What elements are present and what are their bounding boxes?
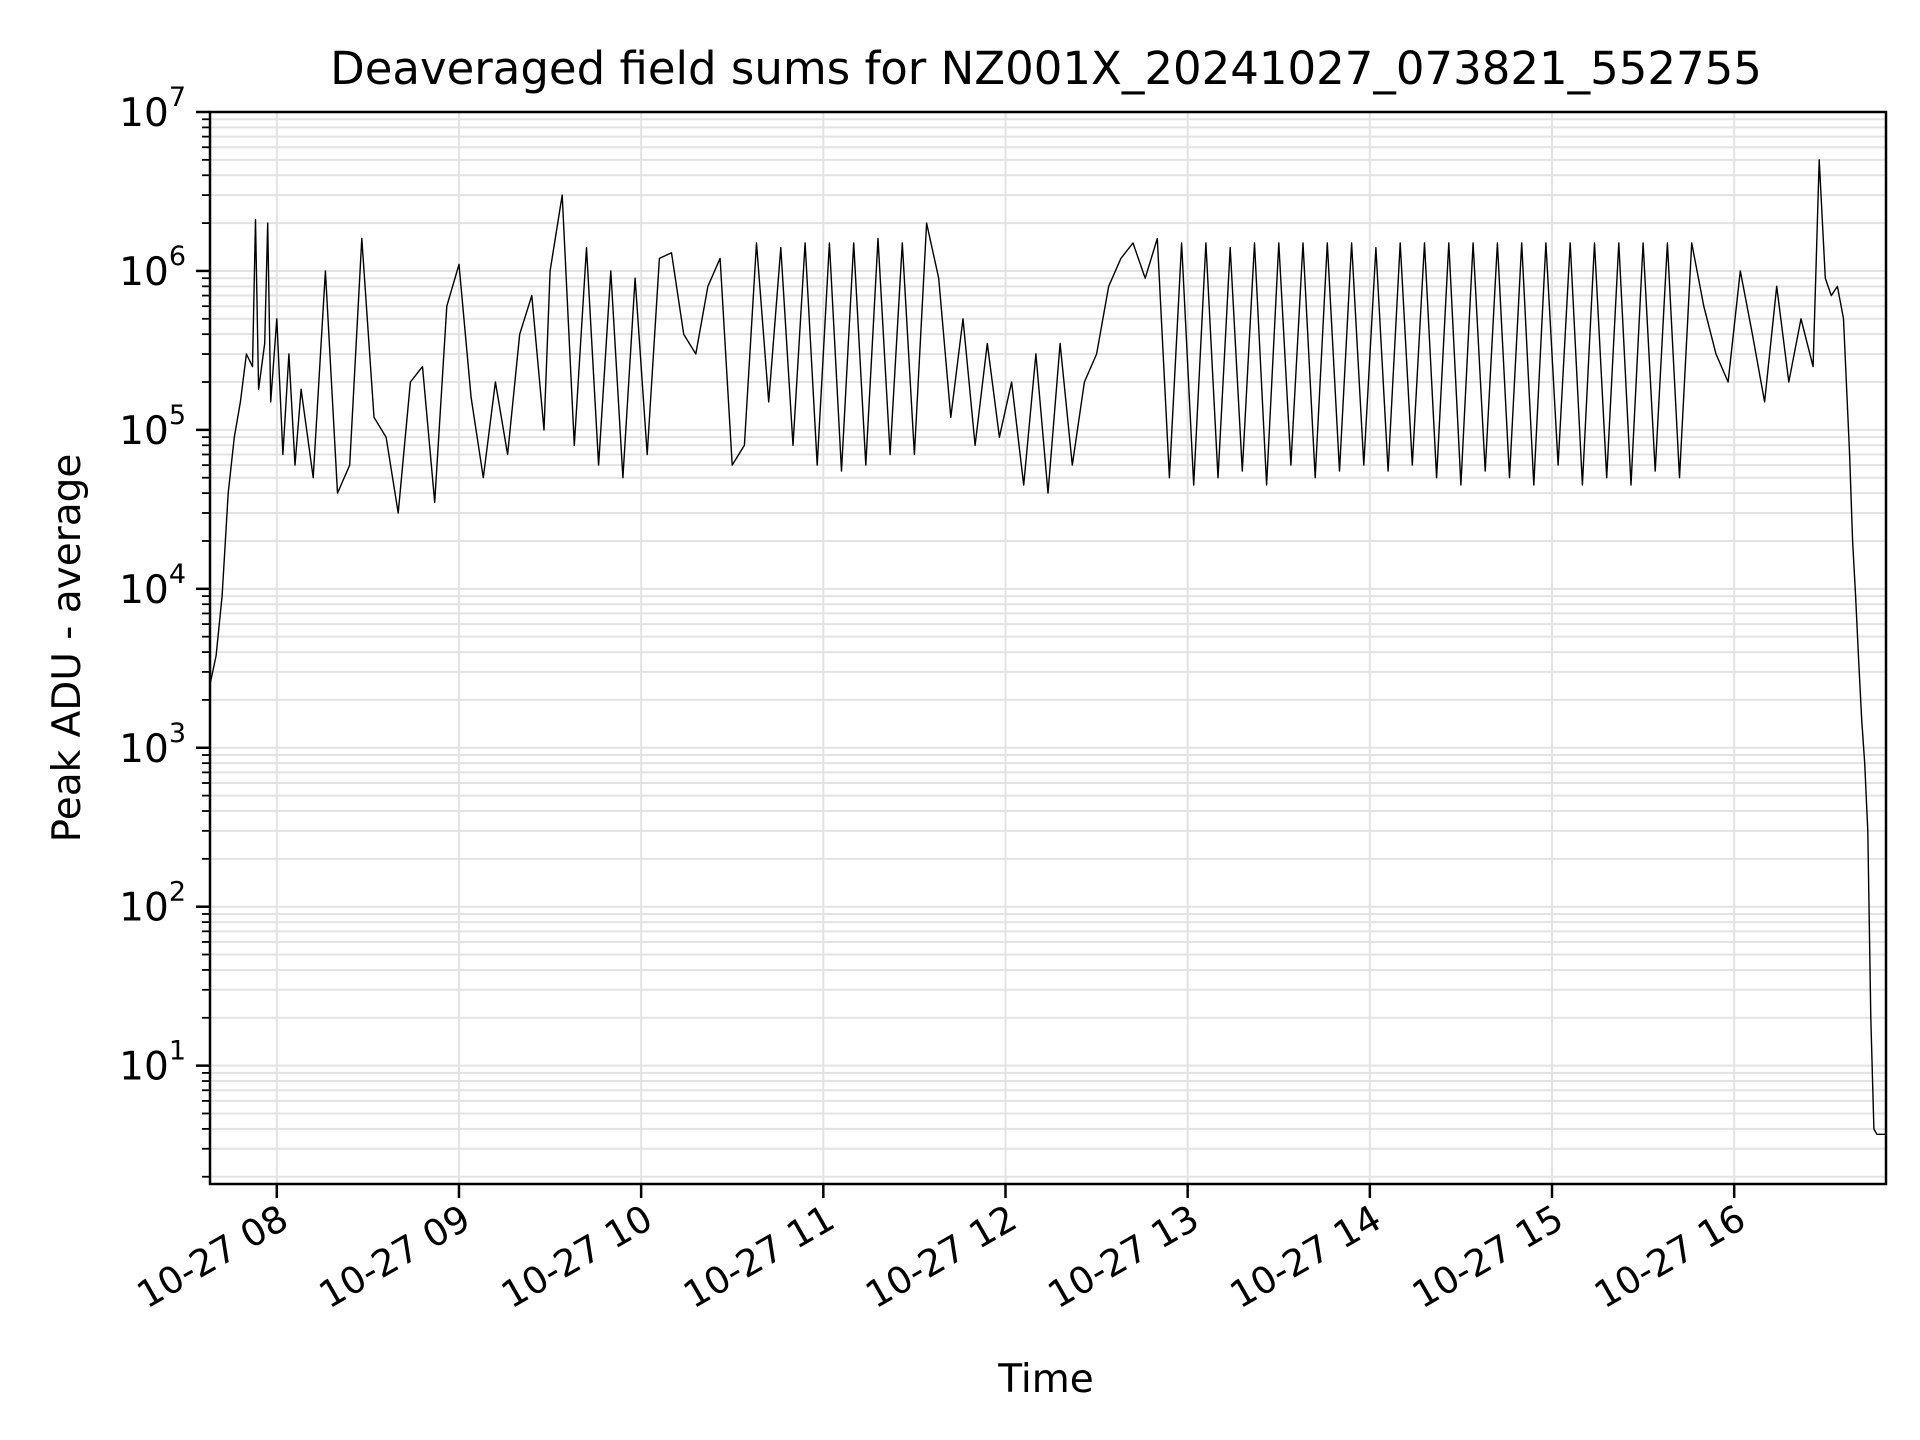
- grid-lines: [210, 111, 1886, 1184]
- x-tick-label: 10-27 09: [312, 1197, 478, 1317]
- x-tick-label: 10-27 16: [1587, 1197, 1753, 1317]
- y-tick-label: 105: [119, 400, 186, 454]
- y-tick-label: 102: [119, 877, 186, 931]
- plot-frame: [208, 110, 1888, 1186]
- y-axis-ticks: 101 102 103 104 105 106 107: [119, 82, 210, 1178]
- x-axis-label: Time: [997, 1357, 1093, 1402]
- x-axis-ticks: 10-27 08 10-27 09 10-27 10 10-27 11 10-27 12…: [130, 1184, 1753, 1317]
- x-tick-label: 10-27 10: [494, 1197, 660, 1317]
- y-tick-label: 107: [119, 82, 186, 136]
- chart-title: Deaveraged field sums for NZ001X_2024102…: [330, 42, 1762, 95]
- y-tick-label: 104: [119, 559, 186, 613]
- x-tick-label: 10-27 12: [858, 1197, 1024, 1317]
- x-tick-label: 10-27 13: [1041, 1197, 1207, 1317]
- x-tick-label: 10-27 08: [130, 1197, 296, 1317]
- y-axis-label: Peak ADU - average: [45, 454, 90, 843]
- plot-series: [209, 159, 1886, 1136]
- y-tick-label: 106: [119, 241, 186, 295]
- y-tick-label: 101: [119, 1036, 186, 1090]
- y-tick-label: 103: [119, 718, 186, 772]
- series-line: [209, 159, 1886, 1136]
- x-tick-label: 10-27 15: [1405, 1197, 1571, 1317]
- x-tick-label: 10-27 11: [676, 1197, 842, 1317]
- x-tick-label: 10-27 14: [1223, 1197, 1389, 1317]
